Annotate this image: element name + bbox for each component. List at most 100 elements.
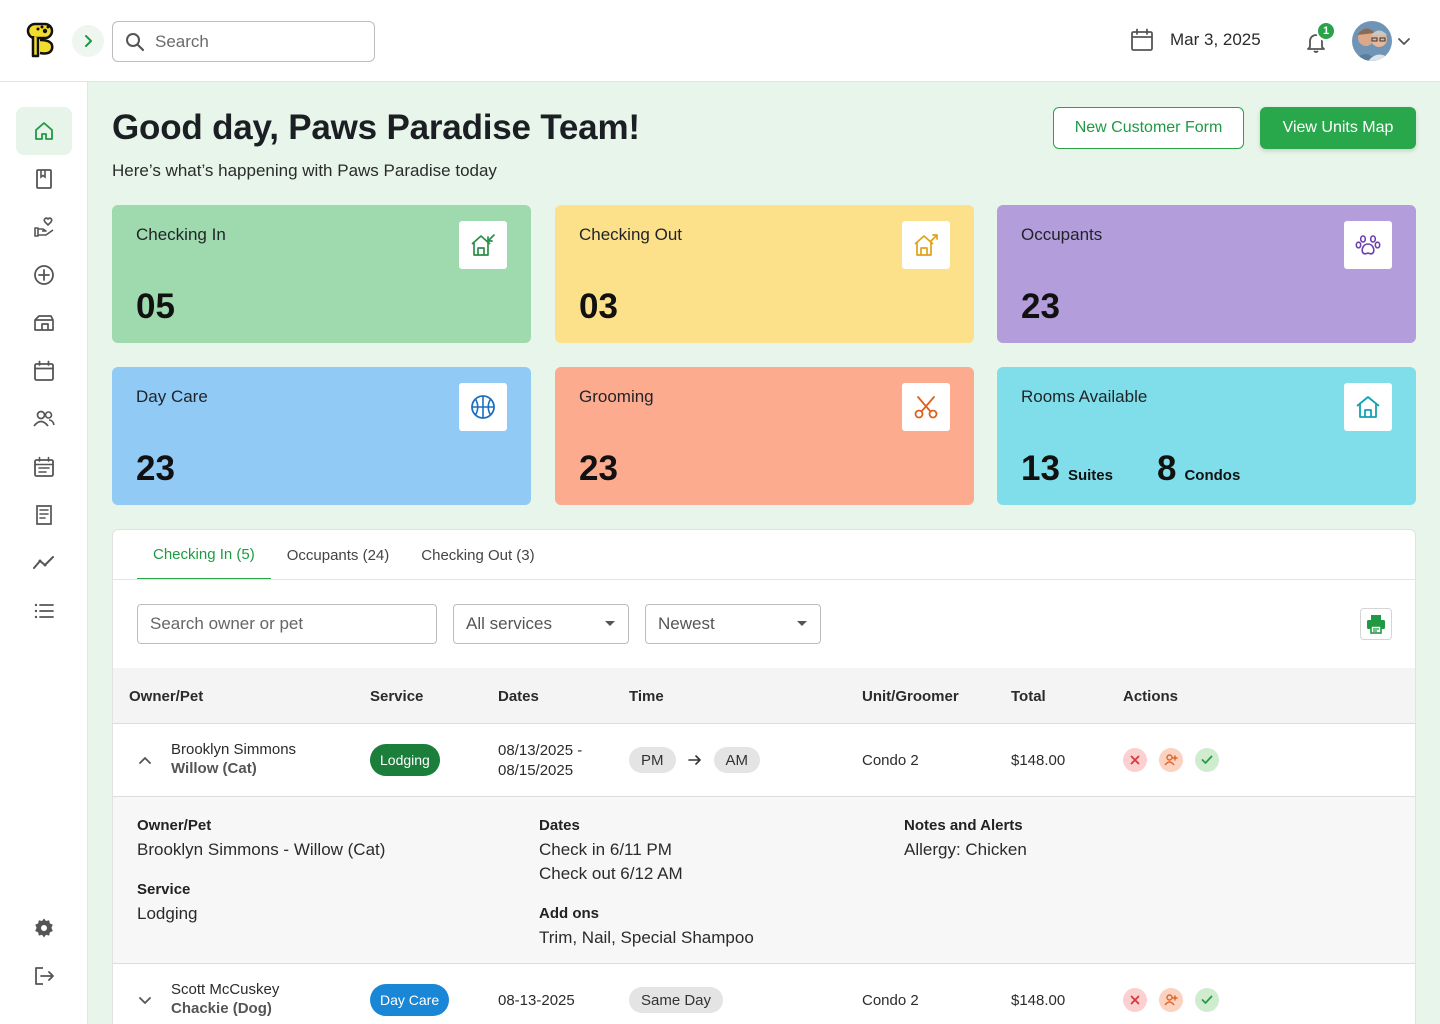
time-pill: Same Day xyxy=(629,987,724,1013)
confirm-action-button[interactable] xyxy=(1195,988,1219,1012)
sidebar-item-list[interactable] xyxy=(16,587,72,635)
owner-pet-search-input[interactable] xyxy=(137,604,437,644)
caret-down-icon xyxy=(605,621,615,626)
column-header-actions: Actions xyxy=(1123,687,1179,705)
tab-checking-in[interactable]: Checking In (5) xyxy=(137,530,271,580)
detail-notes-label: Notes and Alerts xyxy=(904,817,1023,834)
column-header-service[interactable]: Service xyxy=(370,687,424,705)
card-title: Grooming xyxy=(579,387,654,406)
detail-service-label: Service xyxy=(137,881,191,898)
sidebar-item-units[interactable] xyxy=(16,299,72,347)
day-care-card[interactable]: Day Care 23 xyxy=(112,367,531,505)
sidebar-item-logout[interactable] xyxy=(16,952,72,1000)
column-header-unit-groomer[interactable]: Unit/Groomer xyxy=(862,687,959,705)
time-cell: Same Day xyxy=(629,987,724,1013)
pet-name: Willow (Cat) xyxy=(171,760,257,777)
column-header-total[interactable]: Total xyxy=(1011,687,1046,705)
calendar-icon xyxy=(34,360,54,381)
current-date: Mar 3, 2025 xyxy=(1170,30,1261,49)
assign-action-button[interactable] xyxy=(1159,988,1183,1012)
rooms-suites-value: 13 Suites xyxy=(1021,449,1113,489)
global-search-input[interactable] xyxy=(155,31,355,52)
detail-owner-pet-value: Brooklyn Simmons - Willow (Cat) xyxy=(137,840,386,859)
service-badge: Day Care xyxy=(370,984,450,1016)
tab-checking-out[interactable]: Checking Out (3) xyxy=(421,546,535,564)
sidebar-item-add[interactable] xyxy=(16,251,72,299)
top-bar: Mar 3, 2025 1 xyxy=(0,0,1440,82)
column-header-owner-pet[interactable]: Owner/Pet xyxy=(129,687,204,705)
search-icon xyxy=(126,32,145,51)
check-icon xyxy=(1201,755,1213,764)
ball-icon xyxy=(459,383,507,431)
column-header-time[interactable]: Time xyxy=(629,687,664,705)
house-out-icon xyxy=(902,221,950,269)
detail-check-out: Check out 6/12 AM xyxy=(539,864,683,883)
tab-bar: Checking In (5) Occupants (24) Checking … xyxy=(137,530,551,580)
print-button[interactable] xyxy=(1360,608,1392,640)
user-plus-icon xyxy=(1164,994,1178,1006)
sidebar-expand-button[interactable] xyxy=(72,25,104,57)
card-value: 23 xyxy=(136,449,175,488)
grooming-card[interactable]: Grooming 23 xyxy=(555,367,974,505)
sidebar-item-home[interactable] xyxy=(16,107,72,155)
sidebar-item-settings[interactable] xyxy=(16,904,72,952)
kennel-icon xyxy=(34,315,54,331)
user-avatar[interactable] xyxy=(1352,21,1392,61)
sort-select[interactable]: Newest xyxy=(645,604,821,644)
rooms-condos-value: 8 Condos xyxy=(1157,449,1240,489)
hand-heart-icon xyxy=(34,217,54,237)
view-units-map-button[interactable]: View Units Map xyxy=(1260,107,1416,149)
paw-icon xyxy=(1344,221,1392,269)
confirm-action-button[interactable] xyxy=(1195,748,1219,772)
collapse-row-button[interactable] xyxy=(133,748,157,772)
detail-addons-label: Add ons xyxy=(539,905,599,922)
sort-value: Newest xyxy=(658,614,715,633)
chevron-down-icon xyxy=(139,997,151,1004)
owner-pet-cell: Brooklyn Simmons Willow (Cat) xyxy=(171,741,296,777)
global-search[interactable] xyxy=(112,21,375,62)
users-icon xyxy=(33,410,55,427)
checking-out-card[interactable]: Checking Out 03 xyxy=(555,205,974,343)
occupants-card[interactable]: Occupants 23 xyxy=(997,205,1416,343)
list-icon xyxy=(34,603,54,619)
bookings-panel: Checking In (5) Occupants (24) Checking … xyxy=(112,529,1416,1024)
check-icon xyxy=(1201,995,1213,1004)
sidebar-item-bookings[interactable] xyxy=(16,155,72,203)
sidebar-item-invoices[interactable] xyxy=(16,491,72,539)
unit-cell: Condo 2 xyxy=(862,992,919,1009)
cancel-action-button[interactable] xyxy=(1123,988,1147,1012)
sidebar-item-care[interactable] xyxy=(16,203,72,251)
sidebar-item-schedule[interactable] xyxy=(16,443,72,491)
calendar-icon xyxy=(1131,28,1153,51)
card-value: 05 xyxy=(136,287,175,326)
date-display[interactable]: Mar 3, 2025 xyxy=(1130,28,1261,52)
page-title: Good day, Paws Paradise Team! xyxy=(112,108,640,147)
service-filter-select[interactable]: All services xyxy=(453,604,629,644)
detail-notes-value: Allergy: Chicken xyxy=(904,840,1027,859)
row-detail-panel: Owner/Pet Brooklyn Simmons - Willow (Cat… xyxy=(113,796,1415,964)
table-row[interactable]: Scott McCuskey Chackie (Dog) Day Care 08… xyxy=(113,964,1415,1024)
owner-name: Scott McCuskey xyxy=(171,981,280,998)
table-row[interactable]: Brooklyn Simmons Willow (Cat) Lodging 08… xyxy=(113,724,1415,796)
expand-row-button[interactable] xyxy=(133,988,157,1012)
sidebar-item-calendar[interactable] xyxy=(16,347,72,395)
chevron-up-icon xyxy=(139,757,151,764)
assign-action-button[interactable] xyxy=(1159,748,1183,772)
new-customer-form-button[interactable]: New Customer Form xyxy=(1053,107,1244,149)
date-from: 08/13/2025 - xyxy=(498,742,583,759)
sidebar-item-customers[interactable] xyxy=(16,395,72,443)
dates-cell: 08-13-2025 xyxy=(498,992,575,1009)
cancel-action-button[interactable] xyxy=(1123,748,1147,772)
account-menu-chevron[interactable] xyxy=(1396,33,1412,54)
condos-label: Condos xyxy=(1184,467,1241,484)
tab-occupants[interactable]: Occupants (24) xyxy=(286,546,390,564)
unit-cell: Condo 2 xyxy=(862,752,919,769)
detail-owner-pet-label: Owner/Pet xyxy=(137,817,212,834)
column-header-dates[interactable]: Dates xyxy=(498,687,539,705)
checking-in-card[interactable]: Checking In 05 xyxy=(112,205,531,343)
total-cell: $148.00 xyxy=(1011,992,1066,1009)
home-icon xyxy=(35,122,53,140)
rooms-available-card[interactable]: Rooms Available 13 Suites 8 Condos xyxy=(997,367,1416,505)
paws-paradise-logo[interactable] xyxy=(24,22,58,60)
sidebar-item-reports[interactable] xyxy=(16,539,72,587)
